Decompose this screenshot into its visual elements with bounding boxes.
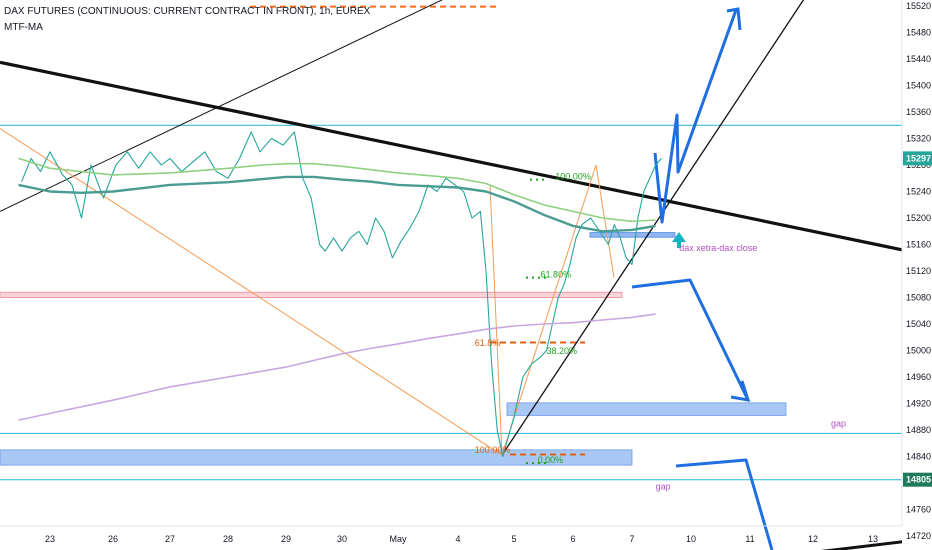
y-tick-label: 15320 — [906, 134, 931, 144]
y-tick-label: 14840 — [906, 452, 931, 462]
projection-path-bullish — [653, 9, 738, 224]
series-ma-mid — [18, 175, 656, 233]
y-tick-label: 15480 — [906, 28, 931, 38]
descending-trendline — [0, 60, 903, 252]
y-tick-label: 14960 — [906, 372, 931, 382]
annotation-label: 100.00% — [555, 172, 591, 182]
resistance-zone — [0, 291, 623, 298]
x-tick-label: 10 — [686, 534, 696, 544]
gap-zone-upper — [506, 402, 787, 416]
annotations-layer: 100.00% 61.80% 61.8% 38.20% 100.00% 0.00% dax … — [475, 172, 846, 492]
y-tick-label: 14920 — [906, 399, 931, 409]
y-axis: 1552015480154401540015360153201528015240… — [901, 0, 932, 550]
y-tick-label: 15360 — [906, 107, 931, 117]
x-tick-label: 27 — [165, 534, 175, 544]
y-tick-label: 15440 — [906, 54, 931, 64]
x-tick-label: 4 — [455, 534, 460, 544]
x-tick-label: 5 — [511, 534, 516, 544]
x-tick-label: 11 — [745, 534, 754, 544]
series-ma-long — [18, 313, 656, 421]
annotation-label: gap — [656, 482, 671, 492]
y-tick-label: 15520 — [906, 1, 931, 11]
y-tick-label: 15200 — [906, 213, 931, 223]
annotation-label: 61.80% — [541, 270, 572, 280]
up-arrow-marker — [672, 232, 686, 242]
y-tick-label: 15040 — [906, 319, 931, 329]
y-tick-label: 15120 — [906, 266, 931, 276]
x-tick-label: 26 — [108, 534, 118, 544]
annotation-label: dax xetra-dax close — [679, 243, 757, 253]
upper-trendline — [0, 0, 443, 212]
x-tick-label: 6 — [570, 534, 575, 544]
x-tick-label: 30 — [337, 534, 347, 544]
series-ma-short — [18, 157, 656, 223]
y-tick-label: 15160 — [906, 240, 931, 250]
fib-leg-pullback — [595, 164, 615, 278]
close-marker-zone — [589, 232, 676, 238]
annotation-label: 38.20% — [546, 346, 577, 356]
up-arrow-stem — [677, 240, 681, 248]
annotation-label: 0.00% — [538, 455, 564, 465]
x-axis: 23 26 27 28 29 30 May 4 5 6 7 10 11 12 13 — [0, 525, 932, 544]
x-tick-label: 28 — [223, 534, 233, 544]
x-tick-label: 12 — [808, 534, 818, 544]
annotation-label: 61.8% — [475, 338, 501, 348]
y-tick-label: 14760 — [906, 505, 931, 515]
y-tick-label: 14720 — [906, 531, 931, 541]
x-tick-label: 13 — [868, 534, 878, 544]
annotation-label: gap — [831, 419, 846, 429]
x-tick-label: 29 — [281, 534, 291, 544]
annotation-label: 100.00% — [475, 445, 511, 455]
gap-zone-lower — [0, 449, 633, 466]
fib-diagonal-line — [0, 128, 503, 456]
y-tick-label: 15000 — [906, 346, 931, 356]
x-tick-label: 23 — [45, 534, 55, 544]
y-tick-label: 15080 — [906, 293, 931, 303]
projection-path-bearish — [631, 278, 750, 401]
price-mark-label: 15297 — [906, 153, 931, 163]
chart-title: DAX FUTURES (CONTINUOUS: CURRENT CONTRAC… — [4, 6, 371, 17]
indicator-label: MTF-MA — [4, 22, 43, 33]
series-close — [21, 131, 662, 458]
price-mark-bg — [903, 472, 932, 487]
y-tick-label: 15400 — [906, 81, 931, 91]
y-tick-label: 14880 — [906, 425, 931, 435]
projection-path-lower — [675, 458, 774, 550]
series-layer — [18, 131, 662, 458]
price-axis-bg — [902, 0, 932, 550]
price-mark-bg — [903, 151, 932, 166]
y-tick-label: 15240 — [906, 187, 931, 197]
projection-arrowhead-bearish — [730, 380, 751, 402]
projection-arrowhead-bullish — [726, 7, 742, 31]
price-mark-label: 14805 — [906, 475, 931, 485]
rising-trendline — [501, 0, 805, 456]
x-tick-label: 7 — [629, 534, 634, 544]
fib-leg-down — [489, 184, 503, 456]
x-tick-label: May — [389, 534, 407, 544]
